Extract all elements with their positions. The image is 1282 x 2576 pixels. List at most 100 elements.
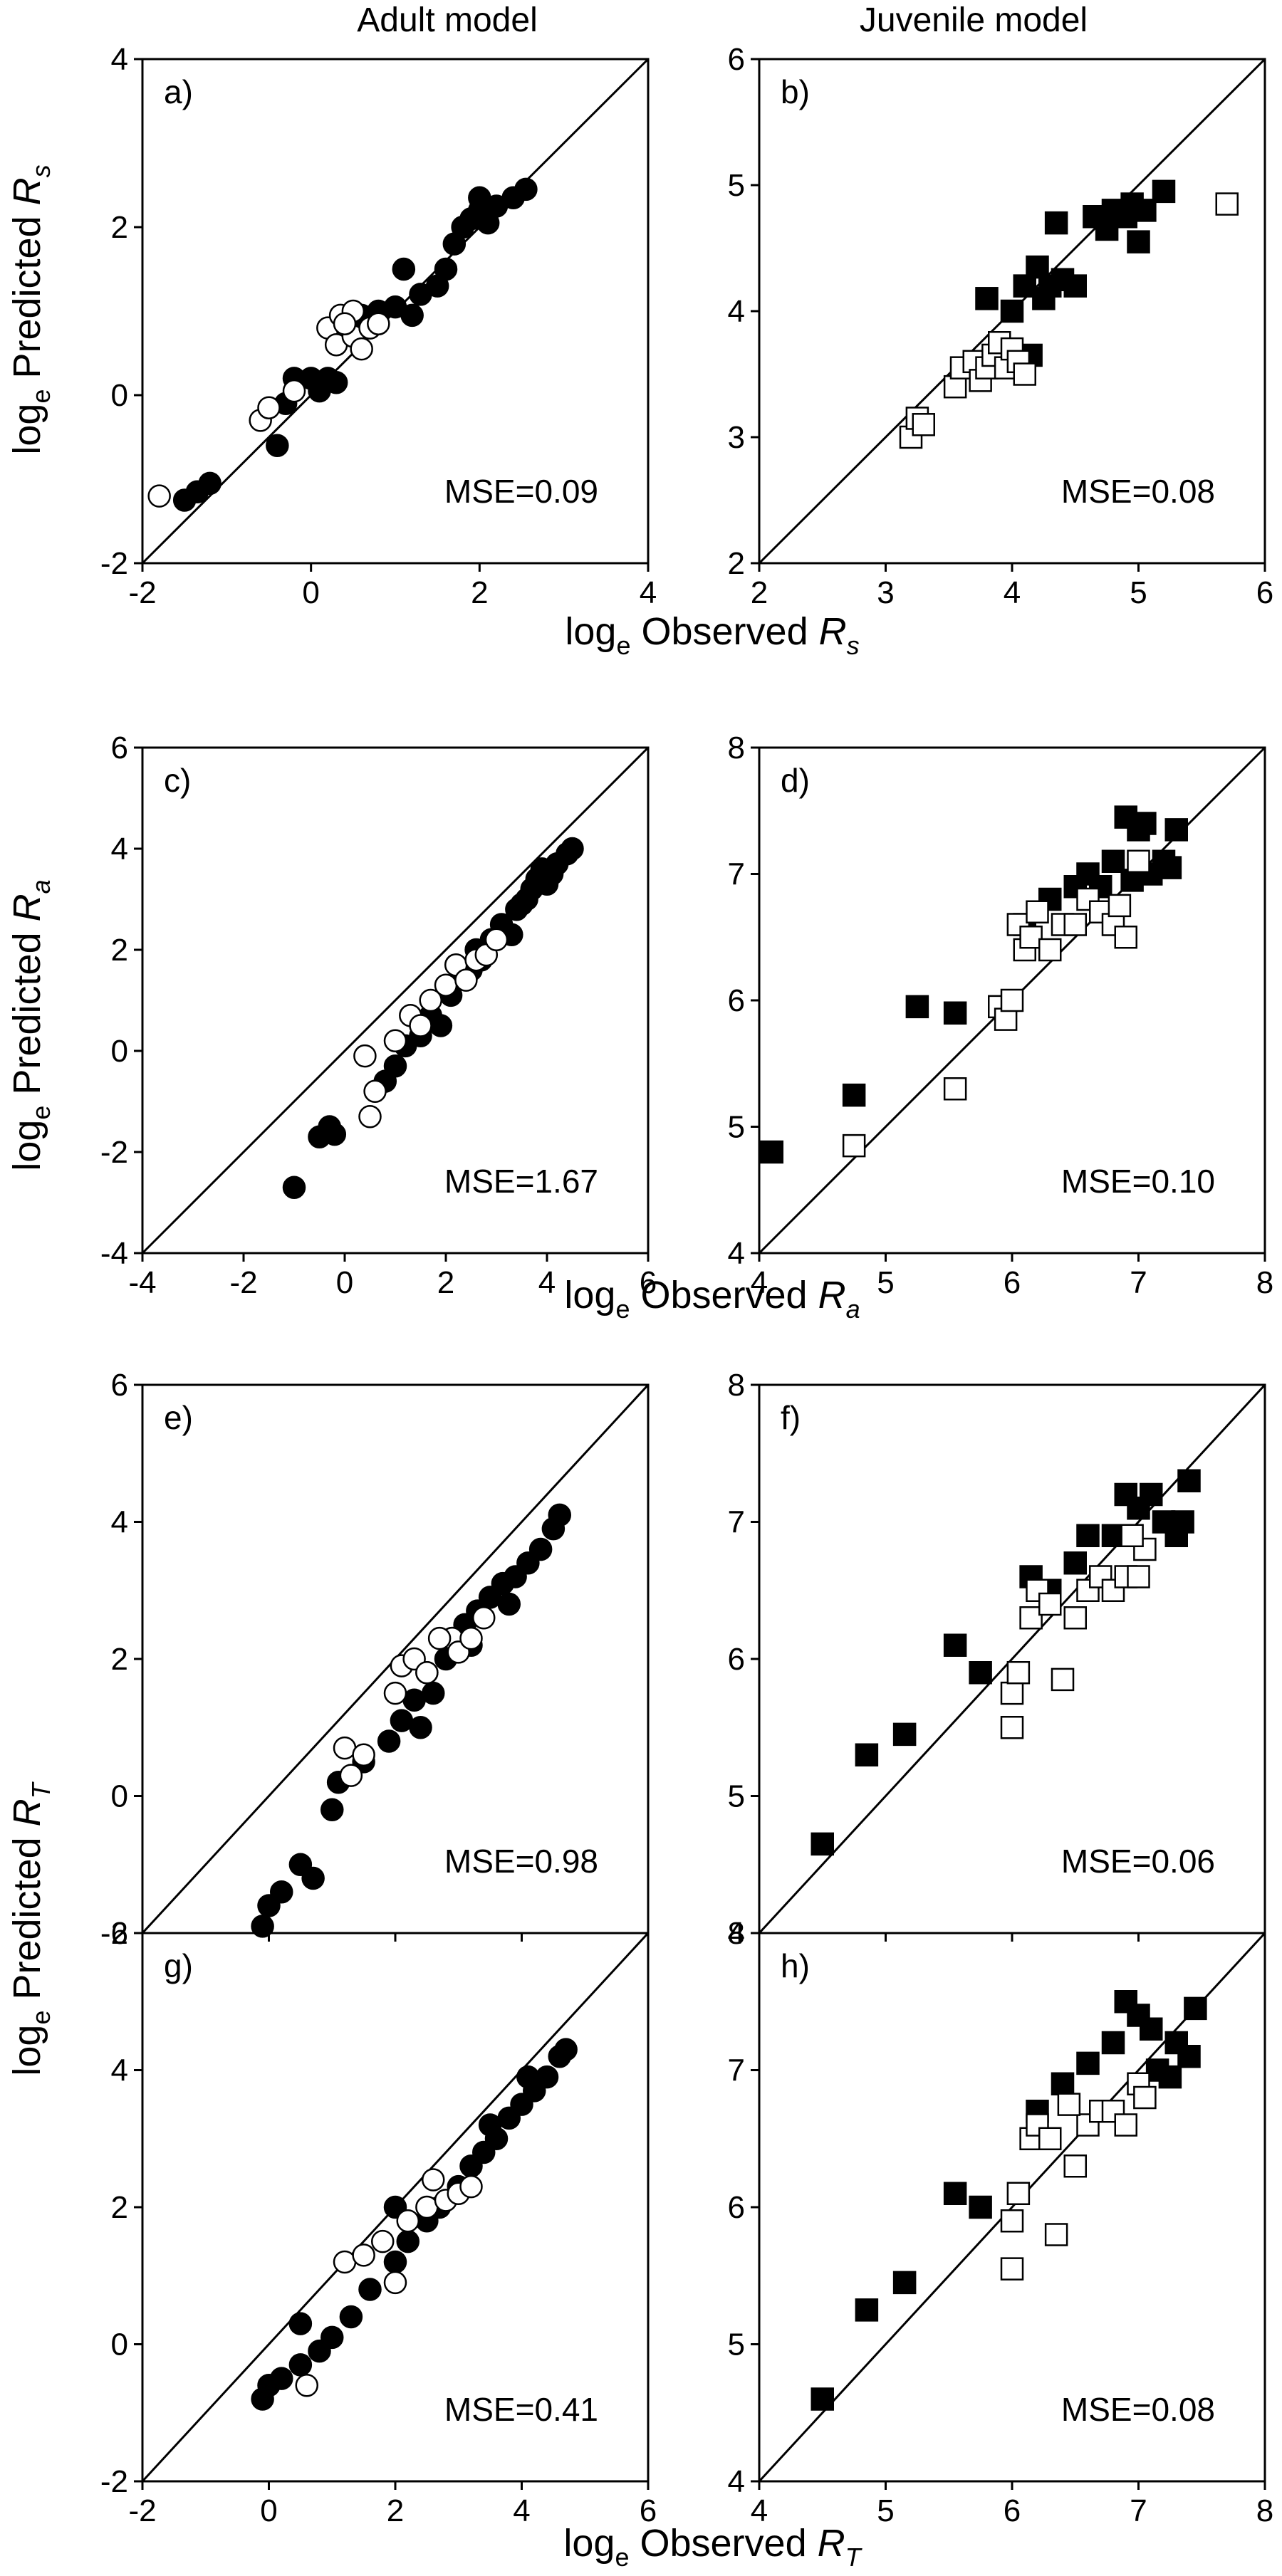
point-open-circle	[352, 2243, 375, 2267]
y-tick-label: 4	[728, 1916, 745, 1951]
point-filled-circle	[251, 1915, 274, 1938]
mse-label-a: MSE=0.09	[444, 473, 598, 510]
point-filled-square	[1051, 2072, 1075, 2095]
point-filled-circle	[561, 837, 584, 861]
x-tick-label: 0	[260, 2493, 277, 2528]
point-open-circle	[396, 2209, 419, 2233]
point-filled-square	[975, 287, 999, 310]
point-open-square	[1108, 894, 1132, 918]
point-filled-circle	[288, 2312, 313, 2335]
x-tick-label: -4	[128, 1265, 156, 1300]
point-filled-circle	[282, 1176, 306, 1199]
point-filled-square	[1026, 255, 1049, 279]
point-filled-square	[1101, 2031, 1125, 2055]
point-open-circle	[383, 1681, 407, 1705]
y-tick-label: 2	[111, 933, 128, 968]
point-open-circle	[282, 379, 306, 403]
point-open-circle	[383, 1029, 407, 1053]
point-filled-circle	[383, 2250, 407, 2274]
point-open-square	[1019, 1606, 1043, 1630]
point-filled-square	[1177, 1469, 1201, 1492]
x-axis-label-row1: loge Observed Rs	[565, 610, 859, 660]
x-tick-label: 4	[1004, 575, 1021, 610]
y-tick-label: -4	[100, 1236, 128, 1271]
point-filled-square	[892, 2271, 917, 2295]
point-filled-square	[1133, 812, 1157, 835]
y-tick-label: 3	[728, 420, 745, 455]
mse-label-h: MSE=0.08	[1061, 2391, 1215, 2428]
point-open-square	[1120, 1524, 1144, 1547]
point-open-circle	[363, 1079, 387, 1104]
point-open-square	[1006, 1661, 1031, 1685]
point-open-circle	[434, 973, 458, 997]
point-open-square	[1038, 2127, 1062, 2150]
point-filled-circle	[266, 434, 289, 458]
x-tick-label: 2	[751, 575, 768, 610]
point-filled-circle	[270, 2367, 293, 2390]
point-filled-circle	[320, 2325, 344, 2350]
x-tick-label: -2	[229, 1265, 257, 1300]
x-tick-label: -2	[128, 2493, 156, 2528]
point-open-circle	[484, 928, 509, 952]
x-tick-label: 6	[1256, 575, 1273, 610]
y-tick-label: 6	[728, 1642, 745, 1677]
y-tick-label: 4	[111, 42, 128, 77]
point-open-circle	[147, 484, 171, 508]
point-filled-square	[760, 1140, 783, 1164]
point-open-square	[1127, 1565, 1150, 1588]
scatter-panels: -2 0 2 4 -2 0 2 4 a) MSE=0.09 2 3 4 5 6 2 3 4 5 6 b) MSE=0.08…	[100, 42, 1273, 2528]
point-filled-square	[1127, 230, 1150, 253]
y-tick-label: -2	[100, 1135, 128, 1170]
header-juvenile-model: Juvenile model	[860, 1, 1088, 39]
y-tick-label: 2	[728, 546, 745, 581]
point-open-circle	[367, 312, 390, 335]
y-tick-label: 8	[728, 1368, 745, 1403]
y-tick-label: 4	[111, 1505, 128, 1540]
point-filled-circle	[358, 2278, 382, 2301]
point-open-square	[1038, 938, 1062, 962]
y-tick-label: 4	[111, 832, 128, 866]
x-tick-label: 0	[336, 1265, 353, 1300]
point-filled-circle	[270, 1880, 293, 1904]
point-open-square	[1006, 2182, 1031, 2205]
point-open-circle	[352, 1743, 375, 1766]
point-open-square	[1215, 192, 1239, 216]
point-filled-circle	[548, 1503, 571, 1527]
point-filled-circle	[400, 303, 424, 328]
point-filled-circle	[377, 1729, 401, 1753]
point-filled-square	[1089, 875, 1112, 899]
y-tick-label: 5	[728, 168, 745, 203]
point-filled-square	[811, 2387, 834, 2411]
point-open-square	[842, 1133, 866, 1158]
point-open-circle	[415, 1661, 439, 1685]
x-tick-label: 2	[437, 1265, 454, 1300]
x-tick-label: 3	[877, 575, 894, 610]
x-tick-label: 7	[1130, 1265, 1147, 1300]
x-tick-label: 6	[1004, 1265, 1021, 1300]
point-filled-square	[905, 995, 929, 1019]
point-open-square	[1051, 1667, 1075, 1692]
mse-label-c: MSE=1.67	[444, 1163, 598, 1200]
x-tick-label: 7	[1130, 2493, 1147, 2528]
y-tick-label: 0	[111, 1779, 128, 1814]
point-filled-circle	[323, 1122, 347, 1146]
panel-label-e: e)	[164, 1399, 193, 1436]
y-tick-label: 2	[111, 210, 128, 245]
point-filled-square	[1152, 179, 1176, 204]
y-tick-label: 6	[111, 1916, 128, 1951]
point-open-square	[1000, 2209, 1024, 2233]
y-tick-label: -2	[100, 546, 128, 581]
point-filled-circle	[510, 892, 533, 916]
point-filled-square	[1140, 1482, 1163, 1507]
y-tick-label: 0	[111, 1034, 128, 1069]
y-tick-label: 2	[111, 2190, 128, 2225]
point-filled-square	[1140, 2017, 1163, 2041]
point-filled-circle	[339, 2305, 363, 2329]
y-tick-label: 6	[728, 983, 745, 1018]
point-open-circle	[353, 1044, 377, 1068]
point-open-square	[1000, 2257, 1024, 2281]
x-axis-label-row3: loge Observed RT	[563, 2522, 863, 2572]
x-tick-label: 4	[751, 1265, 768, 1300]
y-tick-label: 6	[111, 731, 128, 765]
